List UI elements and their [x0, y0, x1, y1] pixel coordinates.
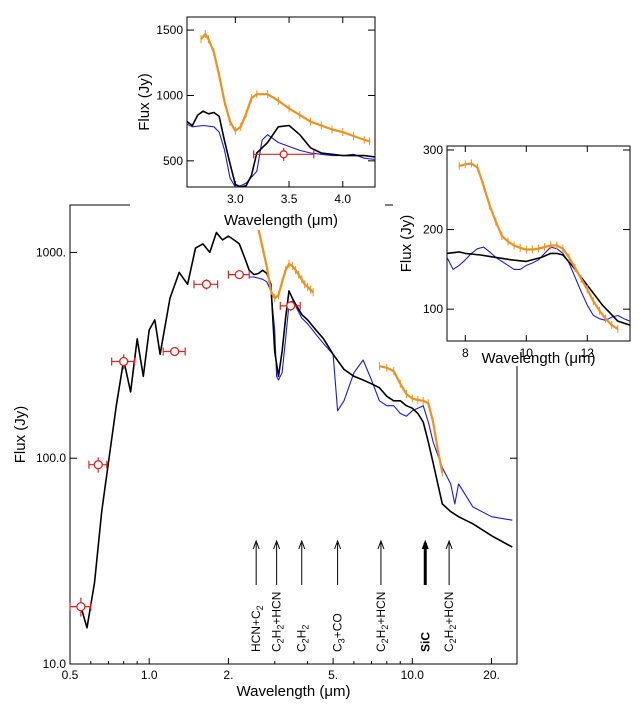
- inset2-xtick-label: 12: [581, 346, 595, 360]
- band-marker-arrowhead: [377, 539, 385, 550]
- main-ytick-label: 10.0: [43, 657, 67, 671]
- inset1-model-series: [187, 110, 375, 187]
- band-marker-arrowhead: [445, 539, 453, 550]
- main-y-axis-title: Flux (Jy): [12, 406, 29, 464]
- main-x-axis-title: Wavelength (μm): [237, 683, 351, 700]
- main-ytick-label: 1000.: [36, 245, 66, 259]
- inset1-ytick-label: 1500: [156, 23, 183, 37]
- inset1-iso-series: [187, 123, 375, 187]
- main-model-series: [80, 231, 513, 629]
- band-label-part: +CO: [331, 613, 345, 638]
- main-xtick-label: 1.0: [141, 668, 158, 682]
- inset-10micron-chart: 8 10 12 100 200 300 Wavelength (μm) Flux (Jy): [393, 138, 638, 367]
- band-label-part: 2: [380, 625, 390, 630]
- band-label-part: 2: [276, 625, 286, 630]
- band-label-part: C: [331, 643, 345, 652]
- inset2-model-series: [447, 251, 630, 326]
- band-label-part: 3: [337, 638, 347, 643]
- band-label-part: 2: [301, 638, 311, 643]
- band-label: C3+CO: [331, 613, 347, 652]
- inset2-y-axis-title: Flux (Jy): [398, 215, 415, 273]
- band-label-part: 2: [448, 638, 458, 643]
- main-xtick-label: 2.: [223, 668, 233, 682]
- main-phot-point: [234, 269, 244, 280]
- band-label-part: +HCN: [442, 592, 456, 625]
- band-marker-arrowhead: [298, 539, 306, 550]
- band-label: C2H2+HCN: [442, 592, 458, 652]
- band-label-part: H: [295, 630, 309, 639]
- band-label-part: C: [270, 643, 284, 652]
- band-label-part: 2: [301, 625, 311, 630]
- inset2-ytick-label: 100: [423, 302, 443, 316]
- inset2-xtick-label: 8: [462, 346, 469, 360]
- band-marker-arrowhead: [273, 539, 281, 550]
- main-phot-point: [76, 601, 86, 612]
- band-label-part: SiC: [418, 632, 432, 652]
- main-phot-point: [170, 346, 180, 357]
- main-obs-series: [379, 365, 444, 473]
- main-xtick-label: 0.5: [62, 668, 79, 682]
- inset2-xtick-label: 10: [520, 346, 534, 360]
- inset1-xtick-label: 3.5: [281, 192, 298, 206]
- inset1-x-axis-title: Wavelength (μm): [224, 212, 338, 229]
- main-xtick-label: 10.0: [401, 668, 425, 682]
- inset1-ytick-label: 1000: [156, 88, 183, 102]
- band-label: C2H2: [295, 625, 311, 652]
- main-phot-point: [201, 279, 212, 289]
- inset2-frame: [446, 145, 631, 342]
- main-phot-point: [119, 356, 129, 367]
- band-label-part: C: [295, 643, 309, 652]
- inset1-xtick-label: 4.0: [334, 192, 351, 206]
- inset-3micron-chart: 3.0 3.5 4.0 500 1000 1500 Wavelength (μm) Flux …: [130, 2, 385, 230]
- main-ytick-label: 100.0: [36, 451, 66, 465]
- band-label-part: 2: [448, 625, 458, 630]
- inset2-iso-series: [447, 246, 630, 322]
- band-label-part: H: [374, 630, 388, 639]
- band-label-part: 2: [380, 638, 390, 643]
- main-phot-point: [93, 460, 103, 470]
- inset2-ytick-label: 300: [423, 143, 443, 157]
- band-marker-arrowhead: [252, 539, 260, 550]
- inset1-y-axis-title: Flux (Jy): [136, 73, 153, 131]
- band-marker-arrowhead: [334, 539, 342, 550]
- band-label-part: H: [442, 630, 456, 639]
- band-label-part: +HCN: [374, 592, 388, 625]
- band-label-part: H: [270, 630, 284, 639]
- inset1-phot-point: [279, 150, 288, 159]
- band-label: C2H2+HCN: [374, 592, 390, 652]
- band-label-part: C: [442, 643, 456, 652]
- inset1-ytick-label: 500: [163, 154, 183, 168]
- inset1-xtick-label: 3.0: [227, 192, 244, 206]
- inset2-ytick-label: 200: [423, 223, 443, 237]
- band-label: SiC: [418, 632, 432, 652]
- main-xtick-label: 20.: [483, 668, 500, 682]
- band-marker-arrowhead: [421, 539, 429, 550]
- band-label-part: +HCN: [270, 592, 284, 625]
- band-label: C2H2+HCN: [270, 592, 286, 652]
- band-label: HCN+C2: [249, 605, 265, 652]
- band-label-part: 2: [255, 605, 265, 610]
- band-label-part: 2: [276, 638, 286, 643]
- inset2-x-axis-title: Wavelength (μm): [482, 350, 596, 367]
- main-phot-point: [286, 301, 296, 311]
- band-label-part: HCN+C: [249, 610, 263, 652]
- band-label-part: C: [374, 643, 388, 652]
- main-xtick-label: 5.: [328, 668, 338, 682]
